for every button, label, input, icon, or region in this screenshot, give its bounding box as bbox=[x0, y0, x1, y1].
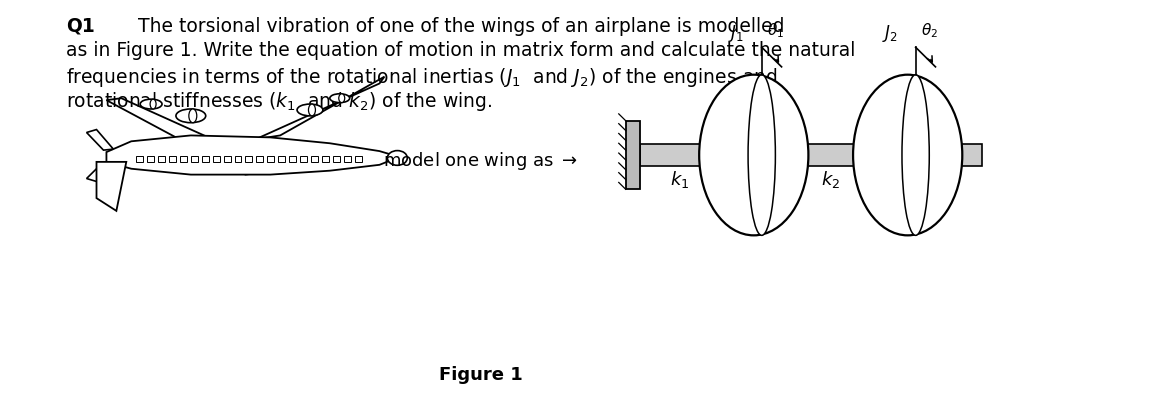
Bar bbox=[278, 157, 285, 162]
Bar bbox=[256, 157, 263, 162]
Text: Figure 1: Figure 1 bbox=[438, 365, 523, 383]
Bar bbox=[191, 157, 198, 162]
Bar bbox=[202, 157, 209, 162]
Text: rotational stiffnesses ($k_1$  and $k_2$) of the wing.: rotational stiffnesses ($k_1$ and $k_2$)… bbox=[65, 90, 492, 113]
Text: $k_2$: $k_2$ bbox=[821, 169, 841, 189]
Bar bbox=[333, 157, 340, 162]
Polygon shape bbox=[106, 99, 281, 175]
Bar bbox=[344, 157, 351, 162]
Text: Q1: Q1 bbox=[65, 17, 95, 36]
Text: $\theta_1$: $\theta_1$ bbox=[767, 22, 784, 40]
Bar bbox=[311, 157, 318, 162]
Bar bbox=[235, 157, 242, 162]
Ellipse shape bbox=[330, 94, 350, 103]
Text: $J_1$: $J_1$ bbox=[728, 23, 743, 44]
Ellipse shape bbox=[748, 76, 775, 236]
Ellipse shape bbox=[339, 94, 345, 103]
Bar bbox=[223, 157, 230, 162]
Bar bbox=[137, 157, 143, 162]
Ellipse shape bbox=[699, 76, 809, 236]
Polygon shape bbox=[106, 136, 400, 175]
Bar bbox=[354, 157, 361, 162]
Bar bbox=[147, 157, 154, 162]
Bar bbox=[158, 157, 165, 162]
Text: as in Figure 1. Write the equation of motion in matrix form and calculate the na: as in Figure 1. Write the equation of mo… bbox=[65, 41, 855, 60]
Ellipse shape bbox=[297, 105, 323, 117]
Bar bbox=[321, 157, 328, 162]
Bar bbox=[245, 157, 253, 162]
Bar bbox=[213, 157, 220, 162]
Text: model one wing as $\rightarrow$: model one wing as $\rightarrow$ bbox=[383, 150, 579, 171]
Bar bbox=[180, 157, 187, 162]
Polygon shape bbox=[255, 77, 385, 140]
Text: $\theta_2$: $\theta_2$ bbox=[921, 22, 938, 40]
Ellipse shape bbox=[150, 100, 157, 110]
Ellipse shape bbox=[387, 151, 407, 166]
Ellipse shape bbox=[853, 76, 962, 236]
Polygon shape bbox=[97, 162, 126, 211]
Bar bbox=[289, 157, 296, 162]
Bar bbox=[639, 145, 982, 166]
Ellipse shape bbox=[175, 110, 206, 124]
Text: The torsional vibration of one of the wings of an airplane is modelled: The torsional vibration of one of the wi… bbox=[65, 17, 784, 36]
Polygon shape bbox=[87, 162, 111, 182]
Text: frequencies in terms of the rotational inertias ($J_1$  and $J_2$) of the engine: frequencies in terms of the rotational i… bbox=[65, 66, 777, 89]
Ellipse shape bbox=[902, 76, 929, 236]
Bar bbox=[625, 121, 639, 190]
Bar bbox=[170, 157, 175, 162]
Bar bbox=[300, 157, 307, 162]
Ellipse shape bbox=[309, 105, 316, 117]
Text: $J_2$: $J_2$ bbox=[881, 23, 898, 44]
Polygon shape bbox=[87, 130, 113, 151]
Text: $k_1$: $k_1$ bbox=[670, 169, 689, 189]
Ellipse shape bbox=[189, 110, 196, 124]
Bar bbox=[268, 157, 275, 162]
Ellipse shape bbox=[140, 100, 162, 110]
